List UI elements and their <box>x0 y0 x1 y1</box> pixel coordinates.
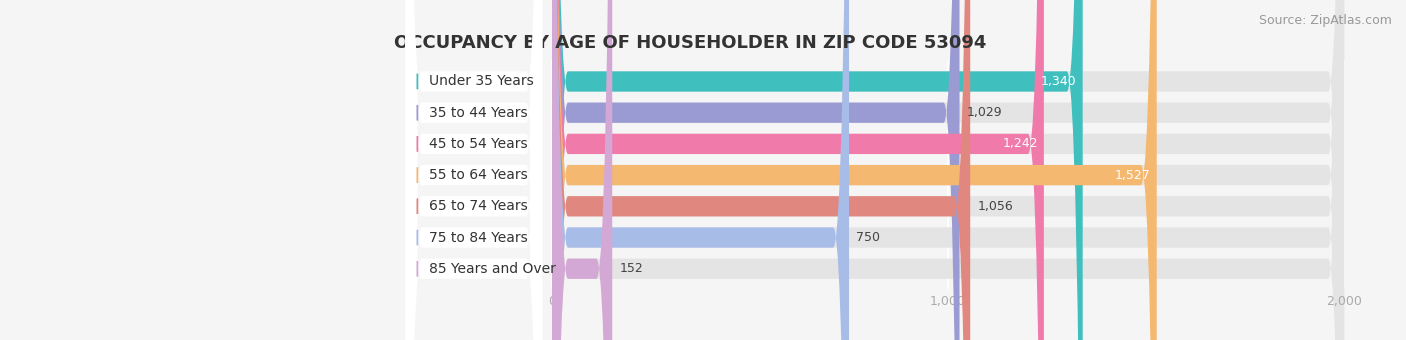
FancyBboxPatch shape <box>553 0 1344 340</box>
FancyBboxPatch shape <box>553 0 1043 340</box>
Text: 1,340: 1,340 <box>1040 75 1077 88</box>
Text: 45 to 54 Years: 45 to 54 Years <box>429 137 527 151</box>
FancyBboxPatch shape <box>553 0 1344 340</box>
FancyBboxPatch shape <box>553 0 849 340</box>
FancyBboxPatch shape <box>405 0 543 340</box>
FancyBboxPatch shape <box>553 0 1344 340</box>
FancyBboxPatch shape <box>553 0 1344 340</box>
FancyBboxPatch shape <box>553 0 1344 340</box>
FancyBboxPatch shape <box>405 0 543 340</box>
FancyBboxPatch shape <box>405 0 543 340</box>
FancyBboxPatch shape <box>405 0 543 340</box>
FancyBboxPatch shape <box>553 0 1083 340</box>
FancyBboxPatch shape <box>553 0 959 340</box>
Text: OCCUPANCY BY AGE OF HOUSEHOLDER IN ZIP CODE 53094: OCCUPANCY BY AGE OF HOUSEHOLDER IN ZIP C… <box>394 34 986 52</box>
Text: 35 to 44 Years: 35 to 44 Years <box>429 106 527 120</box>
Text: 65 to 74 Years: 65 to 74 Years <box>429 199 529 213</box>
Text: Under 35 Years: Under 35 Years <box>429 74 534 88</box>
Text: 1,527: 1,527 <box>1115 169 1150 182</box>
FancyBboxPatch shape <box>553 0 1157 340</box>
Text: 152: 152 <box>620 262 643 275</box>
FancyBboxPatch shape <box>405 0 543 340</box>
Text: 1,056: 1,056 <box>977 200 1014 213</box>
FancyBboxPatch shape <box>405 0 543 340</box>
FancyBboxPatch shape <box>553 0 612 340</box>
Text: 75 to 84 Years: 75 to 84 Years <box>429 231 529 244</box>
Text: Source: ZipAtlas.com: Source: ZipAtlas.com <box>1258 14 1392 27</box>
Text: 85 Years and Over: 85 Years and Over <box>429 262 557 276</box>
FancyBboxPatch shape <box>553 0 1344 340</box>
FancyBboxPatch shape <box>553 0 1344 340</box>
FancyBboxPatch shape <box>553 0 970 340</box>
Text: 55 to 64 Years: 55 to 64 Years <box>429 168 529 182</box>
Text: 1,029: 1,029 <box>967 106 1002 119</box>
Text: 750: 750 <box>856 231 880 244</box>
Text: 1,242: 1,242 <box>1002 137 1038 150</box>
FancyBboxPatch shape <box>405 0 543 340</box>
